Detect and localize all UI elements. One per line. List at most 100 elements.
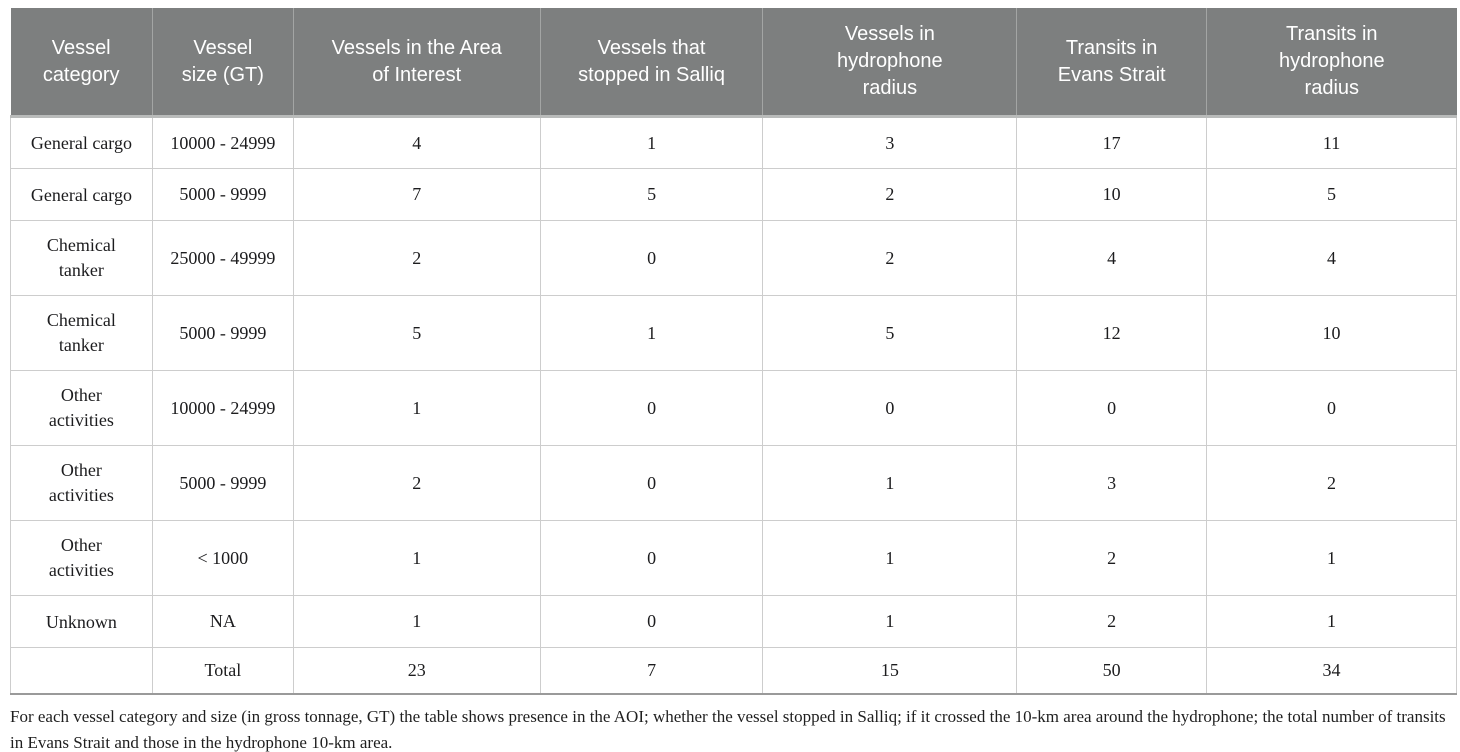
table-cell-value: General cargo — [30, 133, 132, 154]
table-cell-value: 1 — [885, 611, 895, 631]
table-cell-value: 0 — [647, 397, 657, 418]
table-cell-value: 1 — [412, 547, 422, 568]
vessel-traffic-table: Vessel category Vessel size (GT) Vessels i… — [10, 8, 1457, 695]
table-cell-value: 1 — [885, 547, 895, 568]
table-cell: 2 — [762, 168, 1018, 221]
table-body: General cargo 10000 - 24999 4 1 3 17 11 General… — [10, 116, 1457, 695]
table-cell-value: 34 — [1322, 659, 1341, 680]
table-cell-value: 2 — [1107, 611, 1117, 631]
table-cell-value: 17 — [1102, 132, 1121, 153]
column-header: Vessels in the Area of Interest — [293, 8, 541, 118]
column-header-label: Transits in hydrophone radius — [1278, 23, 1385, 99]
table-cell-value: 1 — [412, 397, 422, 418]
table-cell-value: 5 — [885, 322, 895, 343]
table-cell: 11 — [1206, 116, 1457, 169]
table-cell-value: 7 — [412, 184, 422, 204]
table-cell: General cargo — [10, 116, 153, 169]
table-cell: 5 — [762, 295, 1018, 371]
table-cell-value: Other activities — [48, 460, 114, 505]
column-header-label: Vessels in hydrophone radius — [837, 23, 943, 99]
table-cell: 2 — [1016, 595, 1208, 648]
column-header: Vessels in hydrophone radius — [762, 8, 1018, 118]
table-cell: 4 — [292, 116, 541, 169]
table-cell-value: 5000 - 9999 — [179, 472, 267, 493]
table-cell: 1 — [762, 520, 1018, 596]
table-row: General cargo 10000 - 24999 4 1 3 17 11 — [10, 116, 1457, 169]
table-cell: Other activities — [10, 445, 153, 521]
table-cell-value: 4 — [1107, 247, 1117, 268]
vessel-traffic-table-container: Vessel category Vessel size (GT) Vessels i… — [10, 8, 1457, 752]
table-cell: 15 — [762, 647, 1018, 695]
table-row: Other activities 5000 - 9999 2 0 1 3 2 — [10, 445, 1457, 521]
table-cell: 4 — [1206, 220, 1457, 296]
table-cell-value: 0 — [1327, 397, 1337, 418]
column-header-label: Transits in Evans Strait — [1057, 36, 1166, 86]
table-cell: 1 — [762, 445, 1018, 521]
table-row: Other activities 10000 - 24999 1 0 0 0 0 — [10, 370, 1457, 446]
table-cell: 1 — [292, 370, 541, 446]
table-cell: 1 — [539, 116, 764, 169]
table-cell-value: 3 — [885, 132, 895, 153]
table-cell: 5 — [1206, 168, 1457, 221]
table-cell: 0 — [1206, 370, 1457, 446]
table-cell: Unknown — [10, 595, 153, 648]
table-cell-value: General cargo — [30, 184, 132, 205]
table-row: General cargo 5000 - 9999 7 5 2 10 5 — [10, 168, 1457, 221]
table-cell: 1 — [292, 520, 541, 596]
table-cell: 5 — [539, 168, 764, 221]
table-cell-value: 10 — [1102, 184, 1121, 204]
table-cell-value: 5000 - 9999 — [179, 322, 267, 343]
table-cell-value: 0 — [647, 611, 657, 631]
table-cell: 1 — [539, 295, 764, 371]
table-cell-value: 1 — [647, 132, 657, 153]
table-cell-value: 2 — [1107, 547, 1117, 568]
table-cell — [10, 647, 153, 695]
table-cell-value: 1 — [647, 322, 657, 343]
table-row: Unknown NA 1 0 1 2 1 — [10, 595, 1457, 648]
table-cell: 5000 - 9999 — [151, 168, 294, 221]
table-cell: Other activities — [10, 370, 153, 446]
table-cell-value: 0 — [647, 547, 657, 568]
table-cell-value: 3 — [1107, 472, 1117, 493]
table-cell-value: 5 — [647, 184, 657, 204]
table-cell-value: 5 — [1327, 184, 1337, 204]
table-cell-value: Chemical tanker — [46, 235, 116, 280]
table-cell: 2 — [292, 220, 541, 296]
table-cell: 34 — [1206, 647, 1457, 695]
table-cell: 7 — [292, 168, 541, 221]
table-cell: 1 — [292, 595, 541, 648]
column-header: Transits in hydrophone radius — [1206, 8, 1457, 118]
table-cell-value: 11 — [1322, 132, 1341, 153]
table-cell: 2 — [1016, 520, 1208, 596]
column-header-label: Vessels in the Area of Interest — [331, 36, 502, 86]
table-cell: 0 — [539, 220, 764, 296]
table-footnote: For each vessel category and size (in gr… — [10, 706, 1446, 752]
table-cell: 3 — [762, 116, 1018, 169]
column-header: Transits in Evans Strait — [1016, 8, 1208, 118]
column-header-label: Vessel category — [42, 36, 120, 86]
table-cell: 12 — [1016, 295, 1208, 371]
column-header: Vessel category — [10, 8, 153, 118]
table-row: Other activities < 1000 1 0 1 2 1 — [10, 520, 1457, 596]
table-cell-value: 10 — [1322, 322, 1341, 343]
table-cell-value: Other activities — [48, 385, 114, 430]
table-cell-value: 1 — [885, 472, 895, 493]
table-row: Chemical tanker 5000 - 9999 5 1 5 12 10 — [10, 295, 1457, 371]
table-cell-value: < 1000 — [197, 547, 249, 568]
table-cell: 1 — [1206, 520, 1457, 596]
table-cell-value: 4 — [1327, 247, 1337, 268]
table-cell: < 1000 — [151, 520, 294, 596]
table-cell: 0 — [539, 445, 764, 521]
table-cell: 2 — [292, 445, 541, 521]
table-cell: 10000 - 24999 — [151, 370, 294, 446]
table-cell-value: 1 — [412, 611, 422, 631]
table-cell-value: 15 — [880, 659, 899, 680]
table-cell-value: 7 — [647, 659, 657, 680]
table-cell-value: Unknown — [45, 611, 117, 632]
table-cell-value: 1 — [1327, 547, 1337, 568]
table-cell: 5 — [292, 295, 541, 371]
table-cell-value: 0 — [885, 397, 895, 418]
table-cell-value: 12 — [1102, 322, 1121, 343]
table-cell-value: 5 — [412, 322, 422, 343]
table-row: Total 23 7 15 50 34 — [10, 647, 1457, 695]
